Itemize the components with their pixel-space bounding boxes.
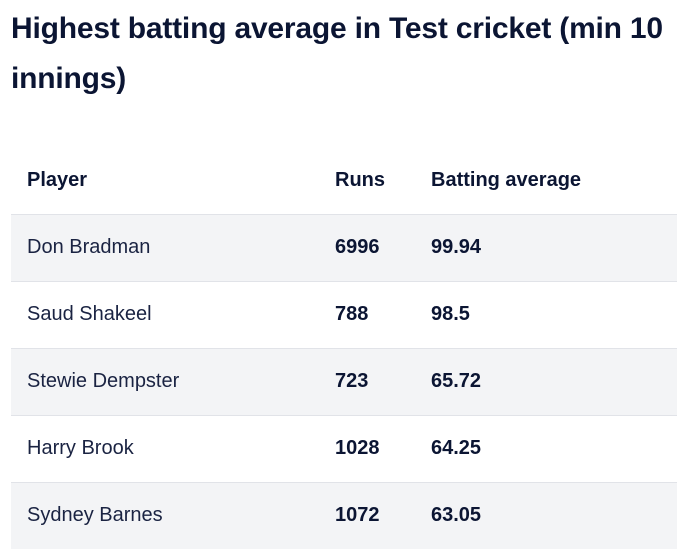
header-row: Player Runs Batting average [11,148,677,214]
runs-value: 1028 [335,437,380,459]
player-name: Sydney Barnes [27,504,163,527]
table-row: Sydney Barnes 1072 63.05 [11,482,677,549]
page-title: Highest batting average in Test cricket … [11,12,663,95]
table-row: Don Bradman 6996 99.94 [11,214,677,281]
runs-value: 723 [335,370,369,392]
table-row: Saud Shakeel 788 98.5 [11,281,677,348]
header-player: Player [27,169,88,192]
batting-average-table: Player Runs Batting average Don Bradman … [11,148,677,549]
runs-value: 1072 [335,504,380,527]
player-name: Harry Brook [27,437,134,459]
player-name: Saud Shakeel [27,303,152,325]
batting-average-value: 65.72 [431,370,482,392]
batting-average-value: 64.25 [431,437,482,459]
header-batting-average: Batting average [431,169,582,192]
player-name: Don Bradman [27,236,151,258]
batting-average-value: 63.05 [431,504,482,527]
table-header: Player Runs Batting average [11,148,677,214]
runs-value: 6996 [335,236,380,258]
batting-average-value: 98.5 [431,303,470,325]
table-row: Stewie Dempster 723 65.72 [11,348,677,415]
header-runs: Runs [335,169,385,192]
batting-average-value: 99.94 [431,236,482,258]
table-body: Don Bradman 6996 99.94 Saud Shakeel 788 … [11,214,677,549]
player-name: Stewie Dempster [27,370,180,392]
runs-value: 788 [335,303,369,325]
table-row: Harry Brook 1028 64.25 [11,415,677,482]
